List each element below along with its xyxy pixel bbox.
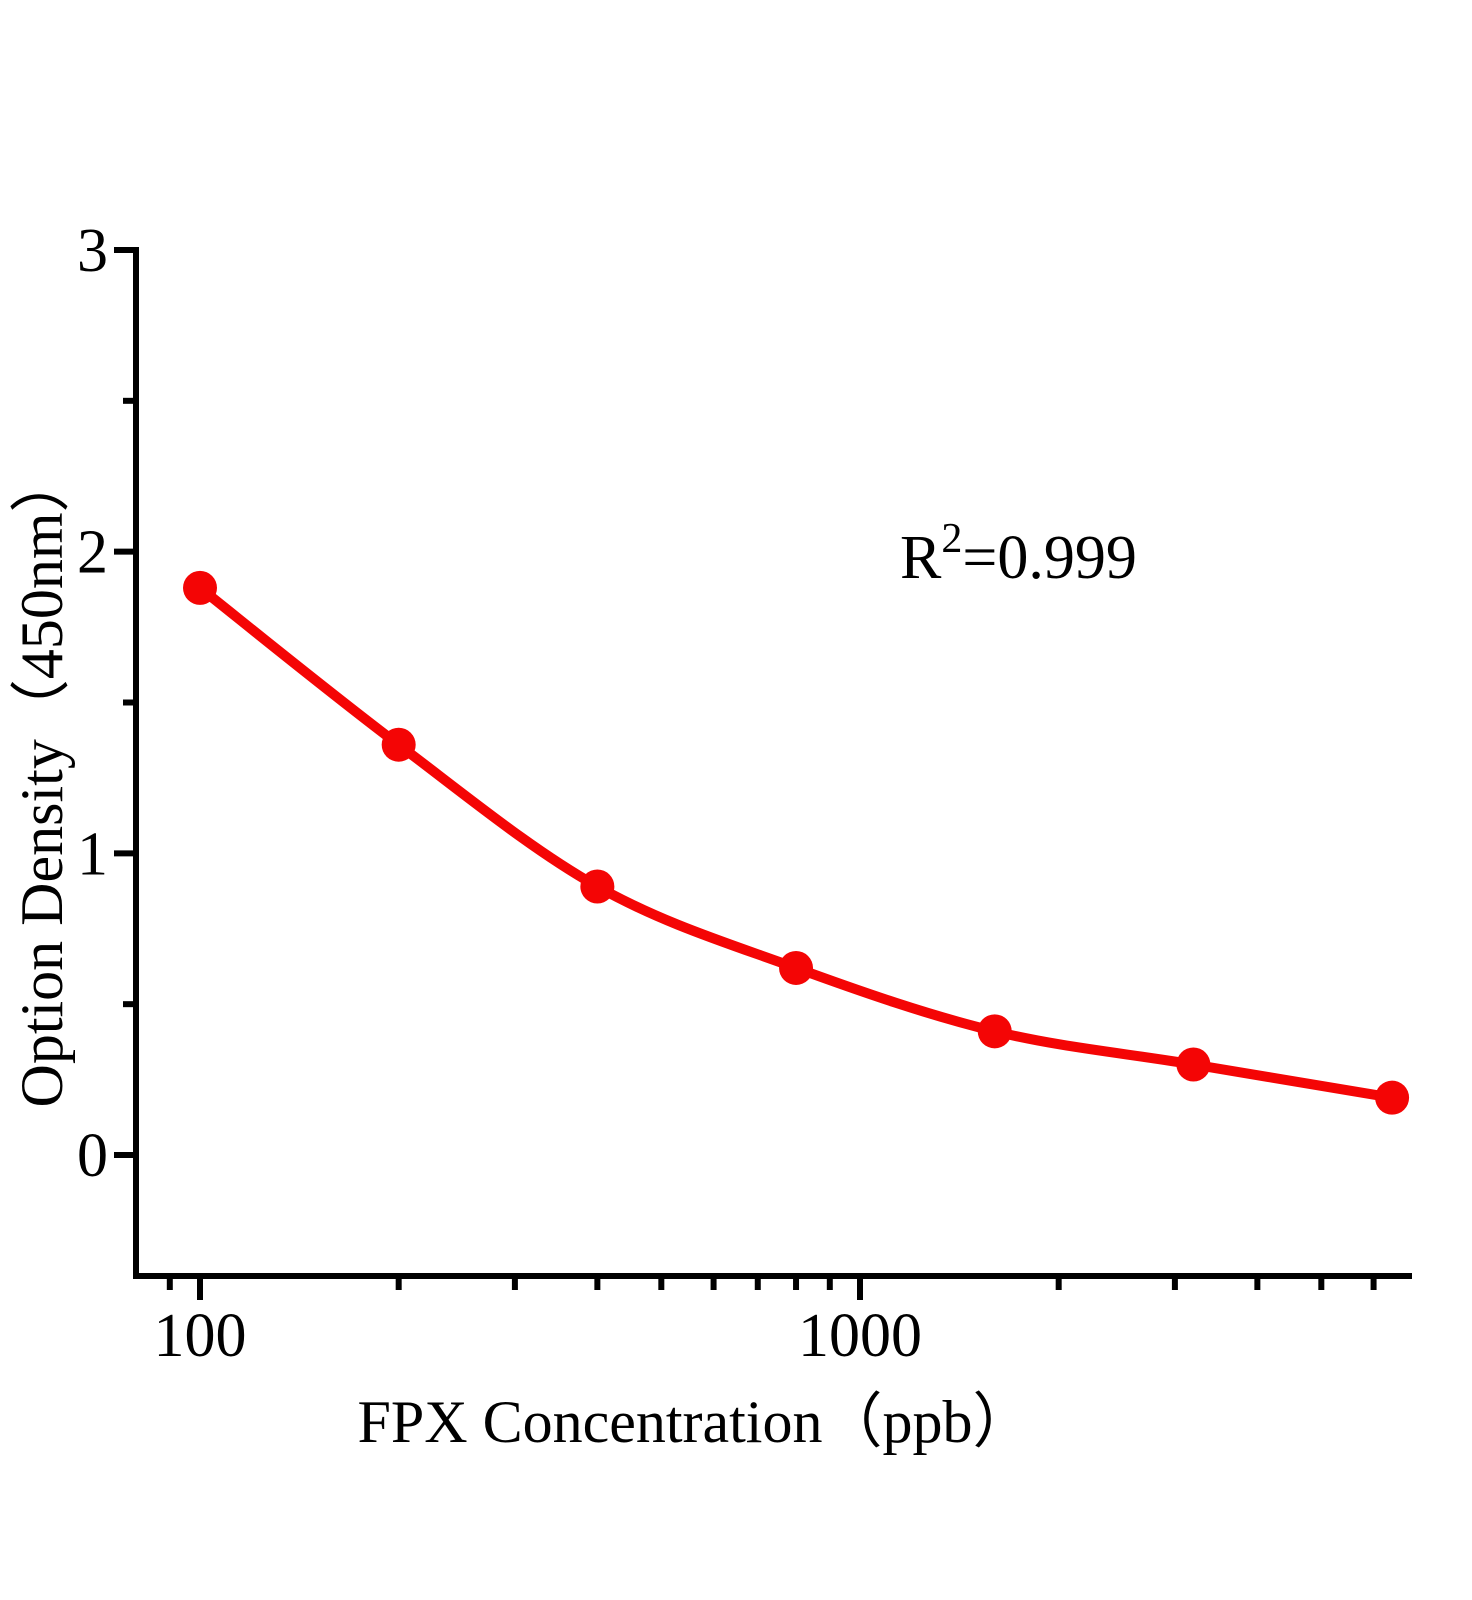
r-squared-superscript: 2 <box>941 516 962 562</box>
axes-layer <box>133 246 1412 1279</box>
data-point-marker <box>183 570 217 605</box>
ticks-layer <box>114 246 1377 1300</box>
data-point-marker <box>1375 1080 1410 1115</box>
series-layer <box>183 570 1410 1115</box>
x-tick-label: 100 <box>154 1302 247 1370</box>
r-squared-value: =0.999 <box>962 524 1136 592</box>
y-tick-label: 2 <box>77 519 108 587</box>
data-point-marker <box>381 727 416 762</box>
data-point-marker <box>580 869 615 904</box>
y-tick-label: 1 <box>77 820 108 888</box>
y-axis-title: Option Density（450nm） <box>9 453 75 1108</box>
r-squared-base: R <box>900 524 942 592</box>
y-tick-label: 3 <box>77 217 108 285</box>
data-point-marker <box>1176 1047 1211 1082</box>
tick-labels-layer: 0 1 2 3 100 1000 <box>77 217 922 1370</box>
data-point-marker <box>977 1014 1012 1049</box>
series-line <box>195 582 1398 1103</box>
y-tick-label: 0 <box>77 1122 108 1190</box>
r-squared-annotation: R2=0.999 <box>900 516 1137 592</box>
data-point-marker <box>779 950 814 985</box>
x-tick-label: 1000 <box>798 1302 922 1370</box>
x-axis-title: FPX Concentration（ppb） <box>358 1389 1033 1455</box>
axis-spines <box>133 246 1412 1279</box>
